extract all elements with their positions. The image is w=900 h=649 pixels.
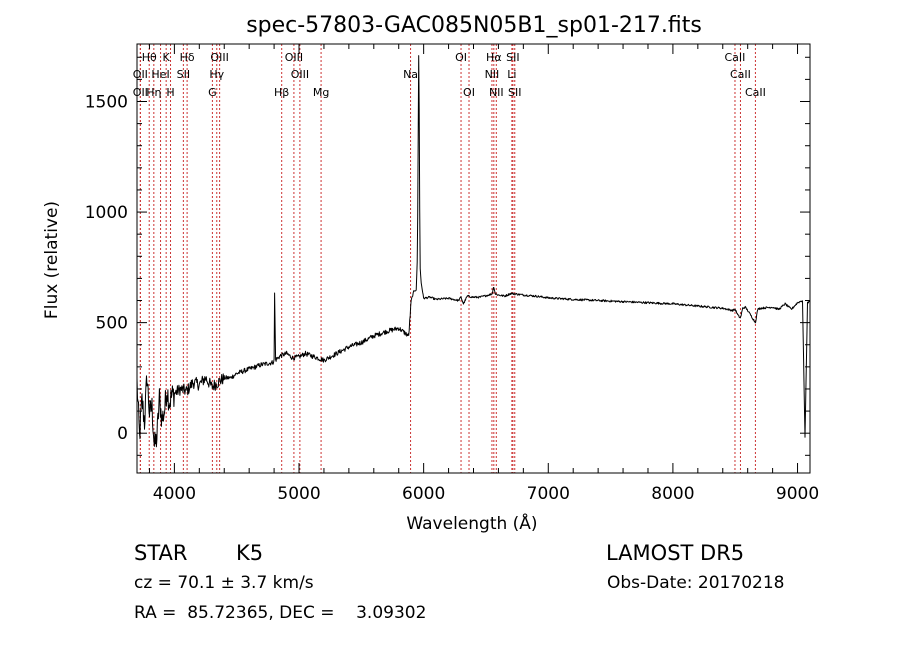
series-layer <box>136 55 811 448</box>
y-axis-label: Flux (relative) <box>42 201 62 319</box>
line-marker-label-7: Hδ <box>180 51 195 64</box>
x-tick-label-3: 7000 <box>527 484 570 504</box>
redshift-readout: cz = 70.1 ± 3.7 km/s <box>134 573 314 593</box>
chart-title: spec-57803-GAC085N05B1_sp01-217.fits <box>246 13 702 38</box>
line-marker-label-0: Hθ <box>142 51 157 64</box>
line-marker-label-21: NII <box>485 68 500 81</box>
axis-ticks <box>137 44 810 473</box>
line-marker-label-15: Mg <box>313 86 329 99</box>
line-marker-label-27: CaII <box>745 86 766 99</box>
line-marker-label-18: OI <box>463 86 475 99</box>
object-subclass: K5 <box>236 541 264 565</box>
object-class: STAR <box>134 541 188 565</box>
y-tick-label-1: 500 <box>96 314 128 334</box>
x-tick-label-1: 5000 <box>277 484 320 504</box>
line-marker-label-17: OI <box>455 51 467 64</box>
y-tick-label-0: 0 <box>117 424 128 444</box>
line-marker-label-5: K <box>163 51 171 64</box>
line-markers <box>139 44 756 473</box>
spectrum-line <box>136 55 811 448</box>
coordinates-readout: RA = 85.72365, DEC = 3.09302 <box>134 603 427 623</box>
obs-date: Obs-Date: 20170218 <box>607 573 785 593</box>
line-marker-label-3: Hη <box>146 86 161 99</box>
axis-tick-labels: 4000 5000 6000 7000 8000 9000 0 500 1000 1500 <box>85 92 819 504</box>
x-tick-label-0: 4000 <box>153 484 196 504</box>
line-marker-label-14: OIII <box>291 68 309 81</box>
line-marker-label-9: OIII <box>210 51 228 64</box>
line-marker-label-23: NII <box>489 86 504 99</box>
line-marker-label-8: SII <box>177 68 190 81</box>
line-marker-label-16: Na <box>403 68 418 81</box>
line-marker-label-24: SII <box>508 86 521 99</box>
line-marker-label-4: HeI <box>151 68 169 81</box>
line-marker-label-19: Hα <box>486 51 502 64</box>
x-axis-label: Wavelength (Å) <box>406 512 537 534</box>
line-marker-label-20: SII <box>506 51 519 64</box>
survey-name: LAMOST DR5 <box>606 541 745 565</box>
x-tick-label-5: 9000 <box>776 484 819 504</box>
line-marker-label-11: G <box>208 86 217 99</box>
line-marker-label-13: OIII <box>285 51 303 64</box>
line-marker-label-10: Hγ <box>209 68 224 81</box>
x-tick-label-4: 8000 <box>651 484 694 504</box>
plot-frame <box>136 43 811 474</box>
x-tick-label-2: 6000 <box>402 484 445 504</box>
line-marker-label-26: CaII <box>730 68 751 81</box>
y-tick-label-2: 1000 <box>85 203 128 223</box>
line-marker-label-6: H <box>166 86 174 99</box>
line-marker-label-25: CaII <box>725 51 746 64</box>
line-marker-label-12: Hβ <box>274 86 289 99</box>
line-marker-label-22: Li <box>507 68 516 81</box>
y-tick-label-3: 1500 <box>85 92 128 112</box>
